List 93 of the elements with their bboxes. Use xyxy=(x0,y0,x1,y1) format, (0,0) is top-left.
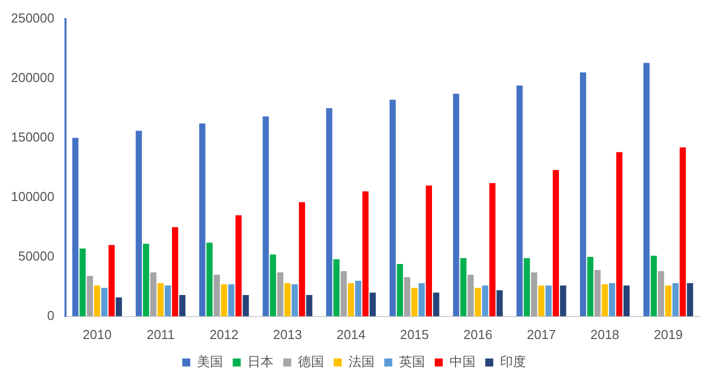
bar xyxy=(616,152,622,316)
bar xyxy=(686,283,694,316)
legend-label: 法国 xyxy=(348,354,374,370)
bar xyxy=(482,285,488,316)
bar xyxy=(355,280,362,316)
bar xyxy=(326,108,332,316)
bar xyxy=(235,215,242,316)
y-tick-label: 250000 xyxy=(10,10,54,26)
bar xyxy=(468,274,474,316)
bar xyxy=(396,264,403,316)
bar xyxy=(672,283,679,316)
bar xyxy=(362,191,369,316)
bar xyxy=(72,138,78,316)
bar xyxy=(242,294,249,316)
bar xyxy=(136,130,142,316)
y-tick-label: 200000 xyxy=(10,70,54,85)
bar xyxy=(116,297,122,316)
bar xyxy=(390,100,396,316)
x-tick-label: 2016 xyxy=(463,326,492,342)
bar xyxy=(199,124,206,316)
bar xyxy=(150,272,156,316)
bar xyxy=(643,62,650,316)
bar xyxy=(587,256,594,316)
bar xyxy=(426,185,432,316)
x-tick-label: 2014 xyxy=(336,326,366,342)
legend-label: 中国 xyxy=(449,354,476,370)
bar xyxy=(370,292,376,316)
bar xyxy=(164,285,171,316)
x-tick-label: 2019 xyxy=(654,326,683,342)
x-tick-label: 2010 xyxy=(82,326,112,342)
bar xyxy=(101,288,108,316)
bar xyxy=(418,283,425,316)
y-tick-label: 0 xyxy=(47,308,54,323)
x-tick-label: 2012 xyxy=(210,326,238,342)
bar xyxy=(340,271,347,316)
bar xyxy=(680,147,686,316)
legend-label: 日本 xyxy=(247,354,274,370)
bar xyxy=(453,94,460,316)
bar xyxy=(489,183,496,316)
bar xyxy=(602,284,608,316)
bar xyxy=(262,116,269,316)
legend-label: 美国 xyxy=(196,354,223,370)
bar xyxy=(277,272,284,316)
bar xyxy=(348,283,354,316)
x-tick-label: 2018 xyxy=(590,326,620,342)
x-tick-label: 2013 xyxy=(273,326,302,342)
bar xyxy=(292,284,298,316)
bar xyxy=(552,170,559,316)
bar xyxy=(516,85,523,316)
bar xyxy=(474,288,481,316)
bar xyxy=(608,283,616,316)
bar xyxy=(179,294,186,316)
bar xyxy=(142,244,150,316)
bar xyxy=(228,284,234,316)
y-tick-label: 100000 xyxy=(10,188,54,204)
bar xyxy=(94,285,100,316)
bar xyxy=(270,254,276,316)
bar xyxy=(531,272,538,316)
bar xyxy=(594,270,601,316)
bar xyxy=(650,256,657,316)
bar xyxy=(306,294,312,316)
x-tick-label: 2015 xyxy=(400,326,429,342)
bar xyxy=(80,248,86,316)
legend-label: 德国 xyxy=(298,354,324,370)
bar xyxy=(157,283,164,316)
x-tick-label: 2017 xyxy=(526,326,556,342)
bar xyxy=(214,274,220,316)
bar xyxy=(172,227,178,316)
bar xyxy=(404,277,410,316)
y-tick-label: 50000 xyxy=(18,248,54,264)
bar xyxy=(658,271,664,316)
bar xyxy=(411,288,418,316)
bar xyxy=(220,284,228,316)
bar xyxy=(546,285,552,316)
bar xyxy=(298,202,306,316)
bar xyxy=(284,283,291,316)
bar xyxy=(433,292,440,316)
bar xyxy=(538,285,544,316)
bar xyxy=(108,244,115,316)
legend-label: 印度 xyxy=(500,354,526,370)
legend-label: 英国 xyxy=(398,354,425,370)
bar xyxy=(623,285,630,316)
bar xyxy=(665,285,672,316)
y-tick-label: 150000 xyxy=(10,129,54,144)
bar xyxy=(206,242,213,316)
bar xyxy=(333,259,340,316)
x-tick-label: 2011 xyxy=(146,326,175,342)
bar xyxy=(580,72,586,316)
bar xyxy=(524,258,530,316)
bar xyxy=(86,276,93,316)
bar xyxy=(460,258,466,316)
bar xyxy=(496,290,503,316)
bar xyxy=(560,285,566,316)
